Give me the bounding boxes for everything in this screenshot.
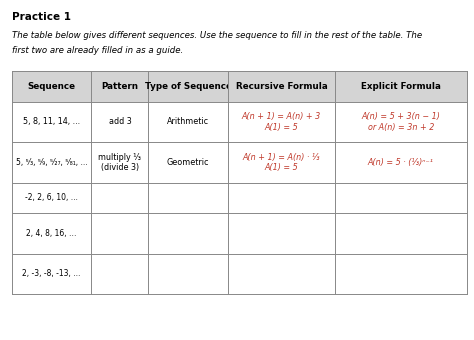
Text: Pattern: Pattern [101,82,138,91]
Text: 5, ⁵⁄₃, ⁵⁄₉, ⁵⁄₂₇, ⁵⁄₈₁, ...: 5, ⁵⁄₃, ⁵⁄₉, ⁵⁄₂₇, ⁵⁄₈₁, ... [16,158,88,167]
Text: Type of Sequence: Type of Sequence [145,82,232,91]
Text: Explicit Formula: Explicit Formula [361,82,441,91]
Text: 5, 8, 11, 14, ...: 5, 8, 11, 14, ... [23,117,80,126]
Text: multiply ⅓
(divide 3): multiply ⅓ (divide 3) [99,153,141,172]
Text: Recursive Formula: Recursive Formula [236,82,328,91]
Text: 2, -3, -8, -13, ...: 2, -3, -8, -13, ... [22,269,81,278]
Text: A(n + 1) = A(n) · ⅓
A(1) = 5: A(n + 1) = A(n) · ⅓ A(1) = 5 [243,153,320,172]
Text: Sequence: Sequence [27,82,76,91]
Text: first two are already filled in as a guide.: first two are already filled in as a gui… [12,46,183,55]
Text: A(n) = 5 + 3(n − 1)
or A(n) = 3n + 2: A(n) = 5 + 3(n − 1) or A(n) = 3n + 2 [362,112,440,132]
Text: add 3: add 3 [109,117,131,126]
Text: Practice 1: Practice 1 [12,12,71,22]
Text: A(n + 1) = A(n) + 3
A(1) = 5: A(n + 1) = A(n) + 3 A(1) = 5 [242,112,321,132]
Text: A(n) = 5 · (⅓)ⁿ⁻¹: A(n) = 5 · (⅓)ⁿ⁻¹ [368,158,434,167]
Text: 2, 4, 8, 16, …: 2, 4, 8, 16, … [27,229,77,238]
Text: -2, 2, 6, 10, ...: -2, 2, 6, 10, ... [25,193,78,202]
Text: Arithmetic: Arithmetic [167,117,209,126]
Text: The table below gives different sequences. Use the sequence to fill in the rest : The table below gives different sequence… [12,31,422,39]
Text: Geometric: Geometric [167,158,210,167]
